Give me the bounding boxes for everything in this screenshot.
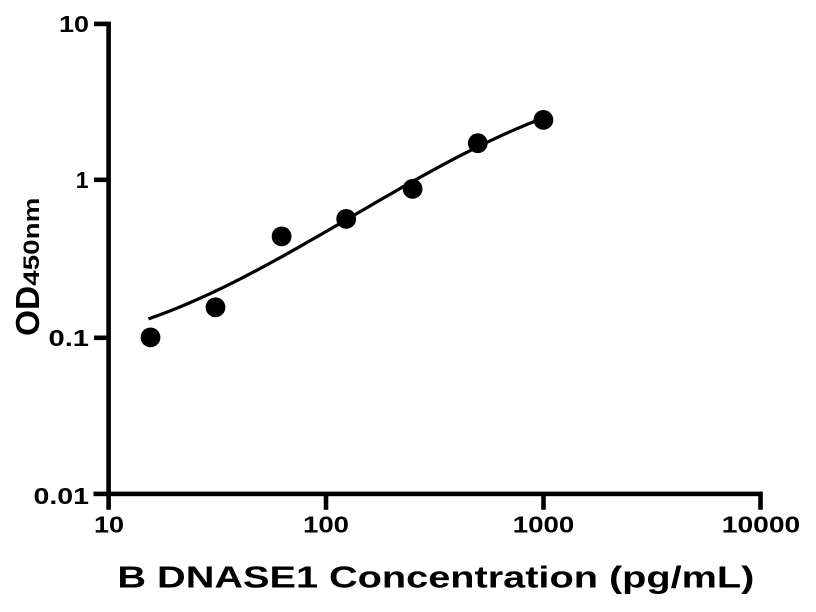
svg-text:1: 1 xyxy=(76,167,89,193)
svg-text:450nm: 450nm xyxy=(19,198,44,286)
svg-text:OD: OD xyxy=(10,286,47,336)
svg-text:0.1: 0.1 xyxy=(49,325,90,351)
svg-text:100: 100 xyxy=(303,512,349,538)
svg-text:B DNASE1 Concentration (pg/mL): B DNASE1 Concentration (pg/mL) xyxy=(117,560,754,595)
svg-text:10000: 10000 xyxy=(722,512,801,538)
svg-text:1000: 1000 xyxy=(513,512,575,538)
svg-text:10: 10 xyxy=(94,512,124,538)
svg-text:10: 10 xyxy=(59,11,89,37)
svg-text:0.01: 0.01 xyxy=(34,483,90,509)
